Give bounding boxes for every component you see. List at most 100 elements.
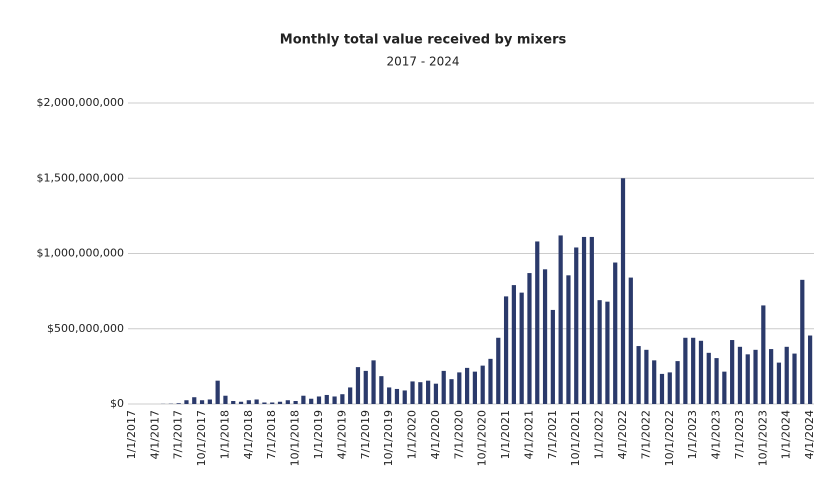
bar (558, 235, 563, 404)
x-tick-label: 10/1/2023 (756, 410, 769, 466)
y-tick-label: $2,000,000,000 (37, 96, 124, 109)
x-tick-label: 1/1/2020 (406, 410, 419, 459)
bar (192, 397, 197, 404)
bar (745, 354, 750, 404)
bar (293, 400, 298, 404)
bar (449, 379, 454, 404)
bar (199, 400, 205, 404)
bar (254, 399, 259, 404)
bar (223, 395, 228, 404)
x-tick-label: 10/1/2021 (569, 410, 582, 466)
bar (753, 349, 758, 404)
bar (636, 346, 641, 404)
bar (348, 387, 353, 404)
bar (769, 349, 774, 404)
bar (503, 296, 509, 404)
bar (184, 400, 189, 404)
x-tick-label: 1/1/2022 (593, 410, 606, 459)
bar (550, 309, 555, 404)
bar (644, 349, 649, 404)
bar (394, 388, 400, 404)
bar (340, 394, 345, 404)
bar (737, 346, 743, 404)
bar (207, 399, 212, 404)
bar (472, 371, 478, 404)
x-tick-label: 4/1/2024 (803, 410, 816, 459)
bar (270, 402, 275, 404)
bar (620, 178, 626, 404)
bar (379, 376, 384, 404)
bar (722, 371, 727, 404)
x-tick-label: 4/1/2017 (148, 410, 161, 459)
x-tick-label: 10/1/2020 (476, 410, 489, 466)
y-tick-label: $1,000,000,000 (37, 247, 124, 260)
chart-title: Monthly total value received by mixers (280, 33, 567, 48)
bar (238, 401, 244, 404)
x-tick-label: 4/1/2022 (616, 410, 629, 459)
x-tick-label: 7/1/2023 (733, 410, 746, 459)
bar (683, 337, 688, 404)
bar (542, 269, 548, 404)
bar (667, 372, 672, 404)
bar (511, 285, 516, 404)
bar (488, 358, 493, 404)
bar (285, 400, 290, 404)
y-tick-label: $500,000,000 (47, 322, 124, 335)
x-tick-label: 10/1/2022 (663, 410, 676, 466)
bar (776, 362, 782, 404)
bar (784, 346, 789, 404)
bar (496, 337, 501, 404)
x-tick-label: 1/1/2017 (125, 410, 138, 459)
bar (426, 380, 431, 404)
bar (535, 241, 540, 404)
x-tick-label: 4/1/2021 (522, 410, 535, 459)
x-tick-label: 4/1/2023 (710, 410, 723, 459)
x-tick-label: 10/1/2019 (382, 410, 395, 466)
x-tick-label: 7/1/2020 (452, 410, 465, 459)
bar (605, 301, 610, 404)
bar (480, 365, 485, 404)
bar (807, 335, 813, 404)
x-tick-label: 7/1/2021 (546, 410, 559, 459)
x-tick-label: 1/1/2021 (499, 410, 512, 459)
x-tick-label: 1/1/2024 (780, 410, 793, 459)
bar (371, 360, 376, 404)
bar (387, 387, 392, 404)
x-tick-label: 7/1/2019 (359, 410, 372, 459)
x-tick-label: 4/1/2020 (429, 410, 442, 459)
bar (792, 353, 797, 404)
bar (277, 401, 283, 404)
bar (309, 398, 314, 404)
x-tick-label: 7/1/2022 (639, 410, 652, 459)
y-tick-label: $0 (110, 397, 124, 410)
bar (800, 279, 805, 404)
bar (761, 305, 766, 404)
bar (363, 370, 368, 404)
bar (262, 402, 267, 404)
chart-subtitle: 2017 - 2024 (386, 55, 459, 69)
bar (176, 403, 181, 404)
bar (324, 394, 329, 404)
bar (418, 382, 423, 404)
bar (301, 395, 306, 404)
bar (355, 367, 361, 404)
bar (730, 340, 735, 404)
bar (597, 300, 602, 404)
bar (613, 262, 618, 404)
bar (402, 390, 407, 404)
bar (589, 236, 594, 404)
x-tick-label: 1/1/2023 (686, 410, 699, 459)
bar (527, 273, 532, 404)
x-tick-label: 4/1/2018 (242, 410, 255, 459)
bar (659, 373, 665, 404)
bar (519, 292, 524, 404)
bar (246, 400, 251, 404)
x-tick-label: 7/1/2018 (265, 410, 278, 459)
bar (231, 400, 236, 404)
y-tick-label: $1,500,000,000 (37, 171, 124, 184)
x-tick-label: 7/1/2017 (172, 410, 185, 459)
x-tick-label: 4/1/2019 (335, 410, 348, 459)
bar (457, 372, 462, 404)
bar (332, 396, 337, 404)
